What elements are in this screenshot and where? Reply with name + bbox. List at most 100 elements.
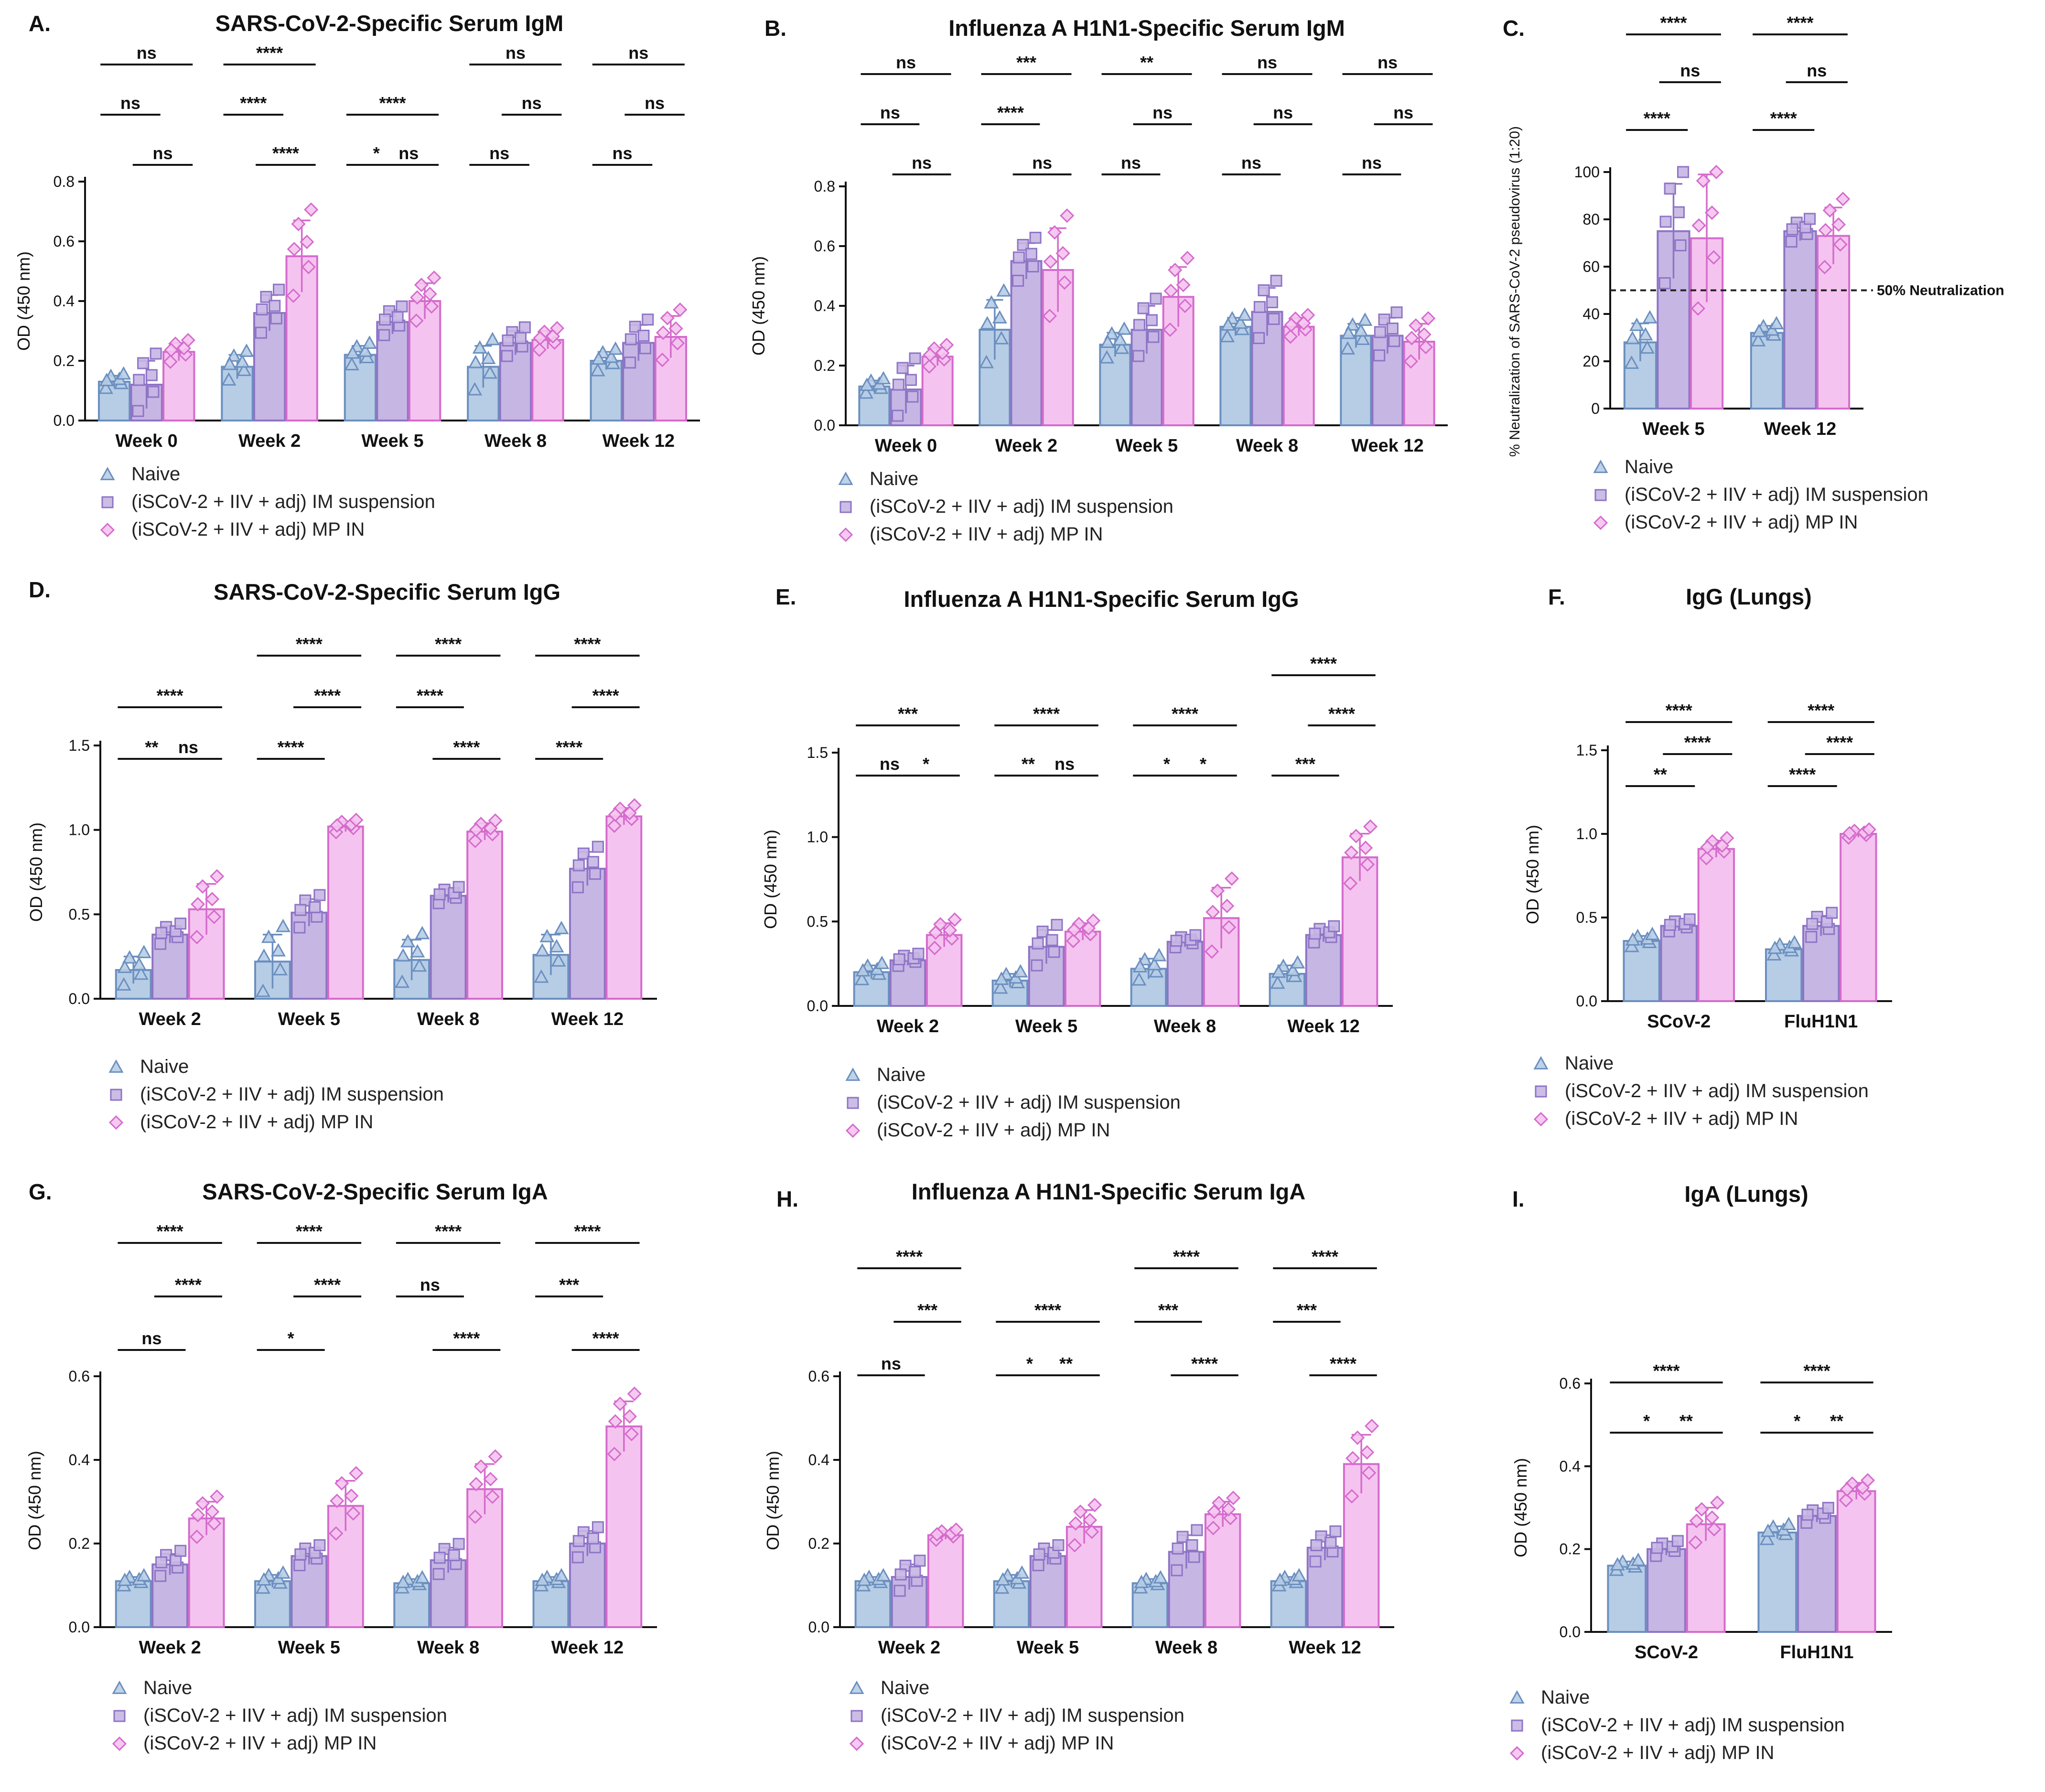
significance-label: ns — [178, 737, 198, 757]
data-point — [994, 1580, 1010, 1594]
x-tick-label: Week 2 — [995, 436, 1057, 456]
x-tick-label: Week 8 — [1236, 436, 1298, 456]
data-point — [1046, 934, 1058, 946]
data-point — [1066, 933, 1081, 949]
data-point — [1688, 1535, 1703, 1550]
y-axis-label-group: OD (450 nm) — [26, 822, 46, 922]
panel-letter: G. — [29, 1179, 52, 1204]
data-point — [270, 943, 286, 957]
significance-label: * — [1163, 754, 1170, 774]
data-point — [1378, 313, 1390, 326]
legend-label: Naive — [1565, 1053, 1614, 1074]
legend-marker — [110, 1089, 122, 1101]
data-point — [1212, 1496, 1227, 1511]
y-axis-label: % Neutralization of SARS-CoV-2 pseudovir… — [1507, 126, 1523, 457]
data-point — [427, 270, 441, 285]
data-point — [260, 291, 272, 303]
data-point — [395, 974, 410, 988]
y-tick-label: 0.0 — [1576, 993, 1597, 1010]
data-point — [181, 333, 195, 347]
data-point — [608, 807, 623, 822]
significance-label: ns — [880, 754, 900, 774]
significance-label: **** — [1653, 1361, 1679, 1381]
data-point — [414, 278, 429, 292]
data-point — [116, 977, 131, 991]
data-point — [1180, 250, 1195, 266]
significance-label: **** — [1034, 1300, 1061, 1320]
data-point — [272, 962, 288, 976]
legend-marker — [840, 501, 852, 513]
data-point — [483, 1472, 498, 1487]
significance-label: * — [1794, 1411, 1800, 1431]
legend: Naive (iSCoV-2 + IIV + adj) IM suspension… — [1533, 1053, 1869, 1129]
legend-label: (iSCoV-2 + IIV + adj) IM suspension — [1565, 1080, 1869, 1101]
data-point — [673, 302, 688, 317]
data-point — [294, 1548, 307, 1561]
data-point — [164, 343, 179, 357]
data-point — [1086, 913, 1101, 928]
data-point — [154, 1570, 167, 1582]
significance-label: *** — [898, 704, 918, 723]
data-point — [1344, 845, 1359, 860]
data-point — [1345, 1489, 1359, 1504]
data-point — [1253, 301, 1266, 313]
data-point — [468, 833, 483, 848]
data-point — [1664, 183, 1676, 195]
y-tick-label: 1.0 — [1576, 825, 1597, 842]
data-point — [1285, 962, 1301, 976]
significance-label: **** — [157, 686, 183, 705]
data-point — [1036, 925, 1049, 938]
data-point — [195, 1496, 210, 1511]
data-point — [1806, 918, 1819, 930]
data-point — [1671, 1535, 1684, 1547]
data-point — [1390, 306, 1403, 319]
data-point — [330, 818, 344, 833]
data-point — [1760, 1523, 1776, 1537]
y-axis-label-group: OD (450 nm) — [763, 1451, 783, 1550]
y-tick-label: 0.2 — [808, 1535, 829, 1552]
data-point — [155, 927, 168, 939]
significance-label: ** — [1059, 1354, 1073, 1373]
legend: Naive (iSCoV-2 + IIV + adj) IM suspension… — [1593, 456, 1928, 533]
data-point — [923, 347, 937, 362]
legend-label: (iSCoV-2 + IIV + adj) MP IN — [1565, 1108, 1798, 1129]
data-point — [396, 300, 408, 313]
data-point — [1226, 1490, 1241, 1505]
panel-letter: C. — [1503, 16, 1525, 41]
data-point — [1047, 225, 1062, 240]
data-point — [1233, 315, 1248, 329]
data-point — [1186, 1539, 1198, 1552]
data-point — [452, 881, 465, 893]
data-point — [1272, 1572, 1288, 1586]
data-point — [396, 1575, 411, 1588]
data-point — [1417, 327, 1432, 342]
panel-title: Influenza A H1N1-Specific Serum IgG — [904, 586, 1299, 612]
data-point — [1150, 292, 1162, 305]
data-point — [432, 1568, 445, 1580]
data-point — [1786, 223, 1798, 236]
y-tick-label: 0.0 — [69, 990, 90, 1007]
x-tick-label: Week 12 — [603, 431, 675, 451]
data-point — [603, 349, 619, 363]
data-point — [195, 879, 210, 894]
data-point — [1769, 316, 1784, 330]
data-point — [329, 1526, 344, 1541]
data-point — [1624, 939, 1639, 952]
data-point — [1162, 322, 1177, 337]
data-point — [629, 321, 641, 333]
data-point — [1206, 1521, 1221, 1535]
data-point — [1284, 317, 1299, 333]
data-point — [1409, 318, 1423, 333]
data-point — [378, 329, 390, 341]
significance-label: **** — [175, 1275, 202, 1295]
data-point — [554, 920, 569, 934]
y-tick-label: 0.5 — [1576, 909, 1597, 926]
data-point — [592, 1521, 604, 1533]
significance-label: **** — [453, 737, 480, 757]
x-tick-label: Week 8 — [484, 431, 547, 451]
data-point — [237, 362, 252, 376]
data-point — [1220, 317, 1236, 331]
data-point — [1099, 350, 1115, 364]
data-point — [412, 958, 427, 972]
legend: Naive (iSCoV-2 + IIV + adj) IM suspension… — [108, 1056, 444, 1133]
